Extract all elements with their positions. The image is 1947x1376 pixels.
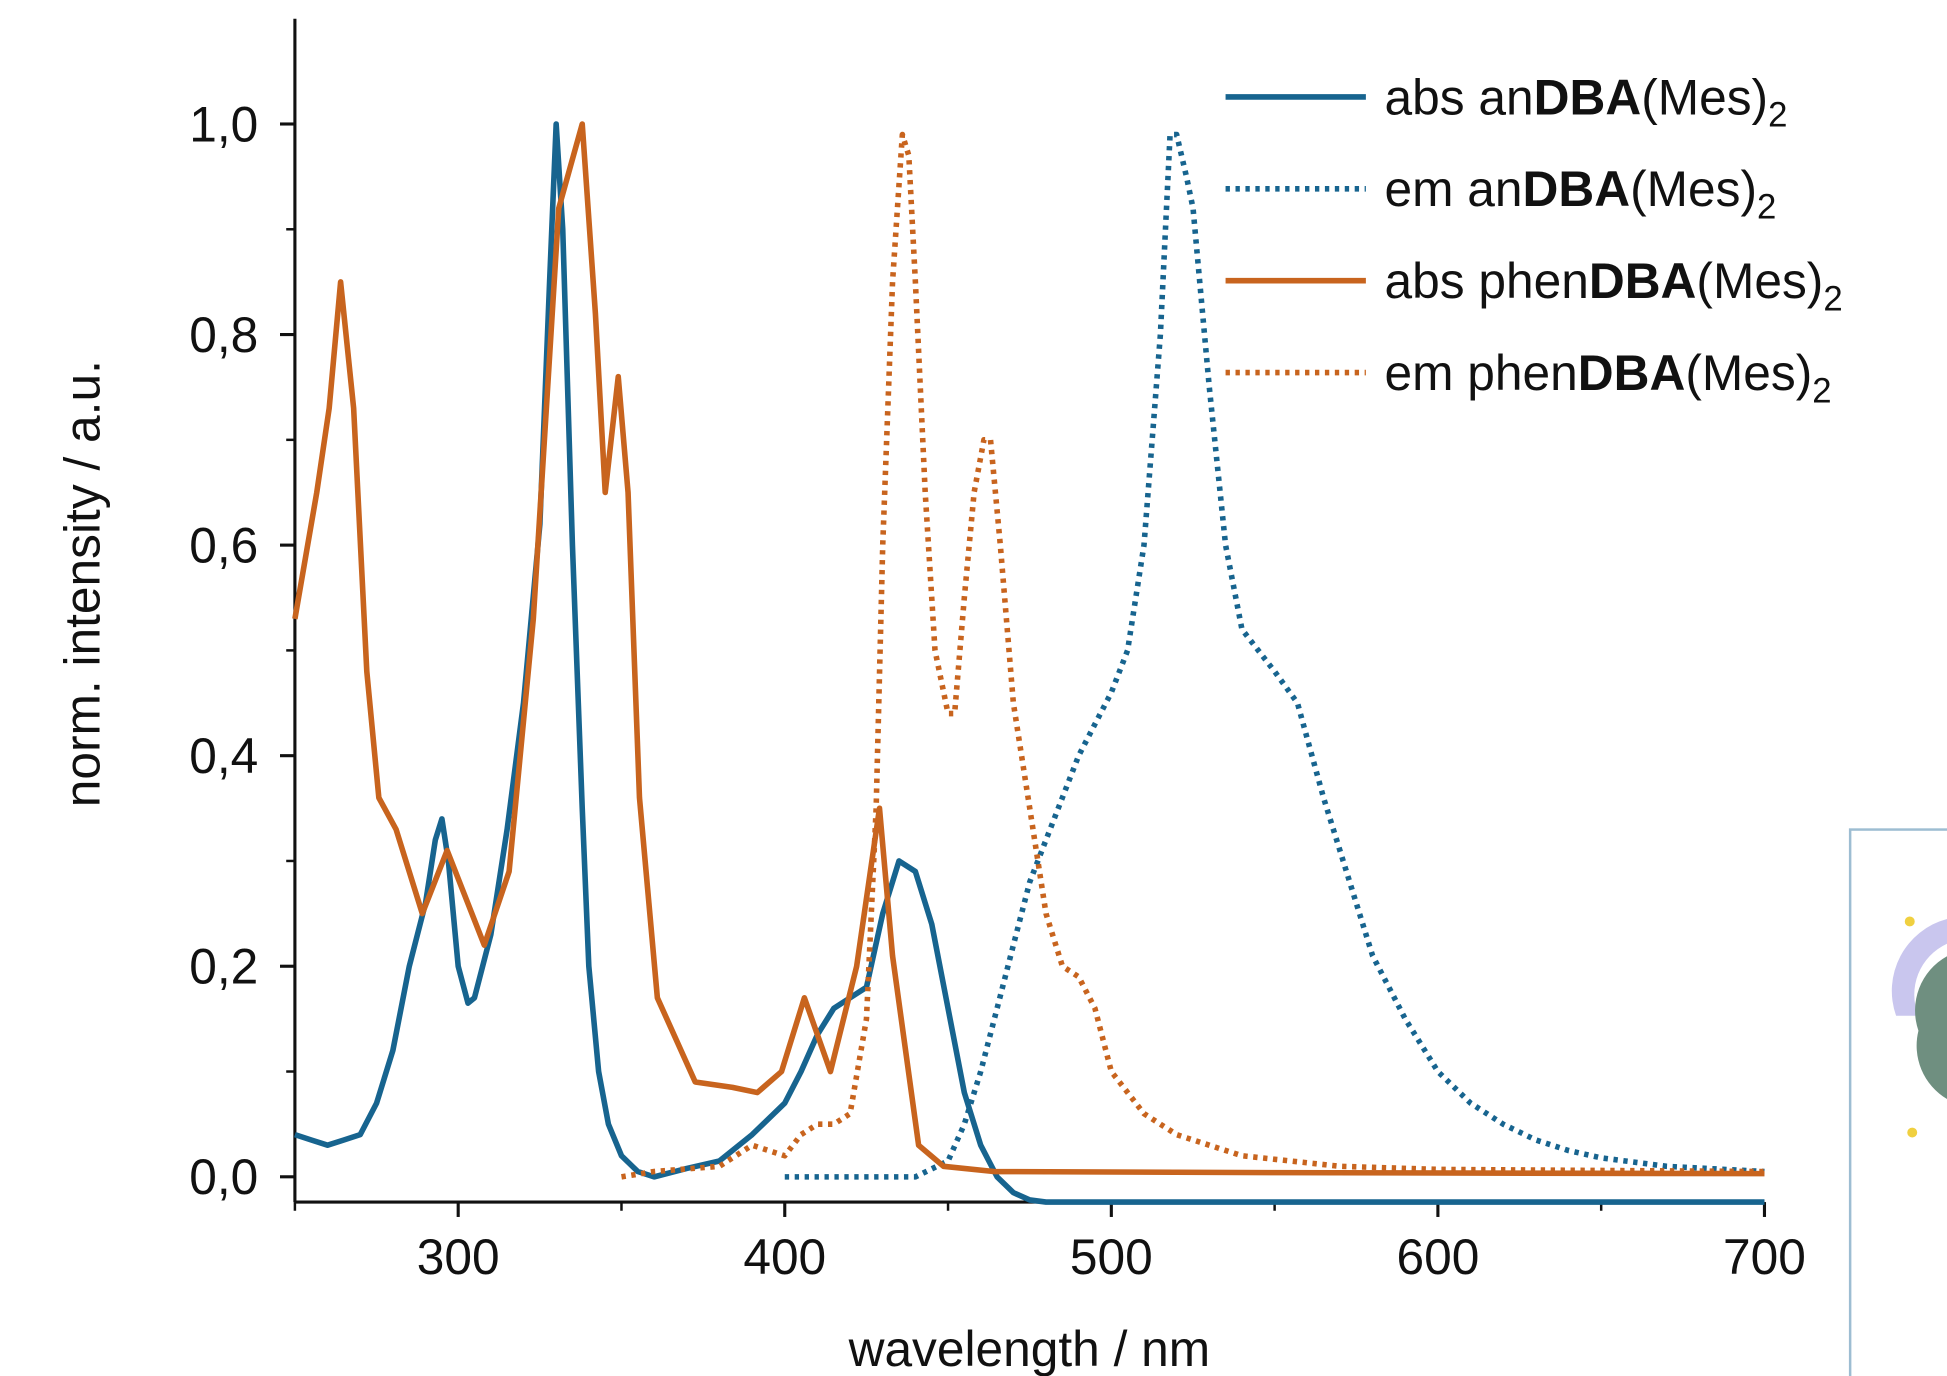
series-line bbox=[784, 131, 1765, 1180]
y-tick-label: 0,0 bbox=[189, 1149, 258, 1205]
series-line bbox=[294, 121, 1765, 1205]
legend-label-part: DBA bbox=[1534, 69, 1642, 125]
x-tick-label: 500 bbox=[1070, 1229, 1153, 1285]
legend-label: abs phenDBA(Mes)2 bbox=[1385, 253, 1843, 318]
x-tick-label: 300 bbox=[417, 1229, 500, 1285]
y-tick-label: 0,6 bbox=[189, 518, 258, 574]
y-tick-label: 1,0 bbox=[189, 96, 258, 152]
legend-label: em phenDBA(Mes)2 bbox=[1385, 345, 1832, 410]
legend-label-part: 2 bbox=[1757, 189, 1776, 227]
legend-label-part: (Mes) bbox=[1641, 69, 1768, 125]
legend-label-part: DBA bbox=[1589, 253, 1697, 309]
legend-label-part: (Mes) bbox=[1696, 253, 1823, 309]
legend-label-part: em an bbox=[1385, 161, 1523, 217]
legend-label: em anDBA(Mes)2 bbox=[1385, 161, 1777, 226]
legend-label-part: abs an bbox=[1385, 69, 1534, 125]
x-tick-label: 600 bbox=[1396, 1229, 1479, 1285]
legend-label-part: 2 bbox=[1768, 97, 1787, 135]
series-line bbox=[621, 131, 1765, 1180]
series-line bbox=[292, 121, 1765, 1177]
x-tick-label: 400 bbox=[743, 1229, 826, 1285]
y-axis-title: norm. intensity / a.u. bbox=[54, 360, 110, 807]
y-tick-label: 0,4 bbox=[189, 728, 258, 784]
x-axis-title: wavelength / nm bbox=[848, 1321, 1211, 1376]
y-tick-label: 0,8 bbox=[189, 307, 258, 363]
y-tick-label: 0,2 bbox=[189, 939, 258, 995]
legend-label-part: (Mes) bbox=[1685, 345, 1812, 401]
legend-label-part: 2 bbox=[1812, 372, 1831, 410]
legend-label-part: abs phen bbox=[1385, 253, 1589, 309]
legend-label: abs anDBA(Mes)2 bbox=[1385, 69, 1788, 134]
legend-label-part: em phen bbox=[1385, 345, 1578, 401]
inset-image bbox=[1848, 828, 1947, 1376]
legend-label-part: DBA bbox=[1523, 161, 1631, 217]
legend-label-part: 2 bbox=[1823, 281, 1842, 319]
x-tick-label: 700 bbox=[1723, 1229, 1806, 1285]
legend-label-part: DBA bbox=[1578, 345, 1686, 401]
legend-label-part: (Mes) bbox=[1630, 161, 1757, 217]
